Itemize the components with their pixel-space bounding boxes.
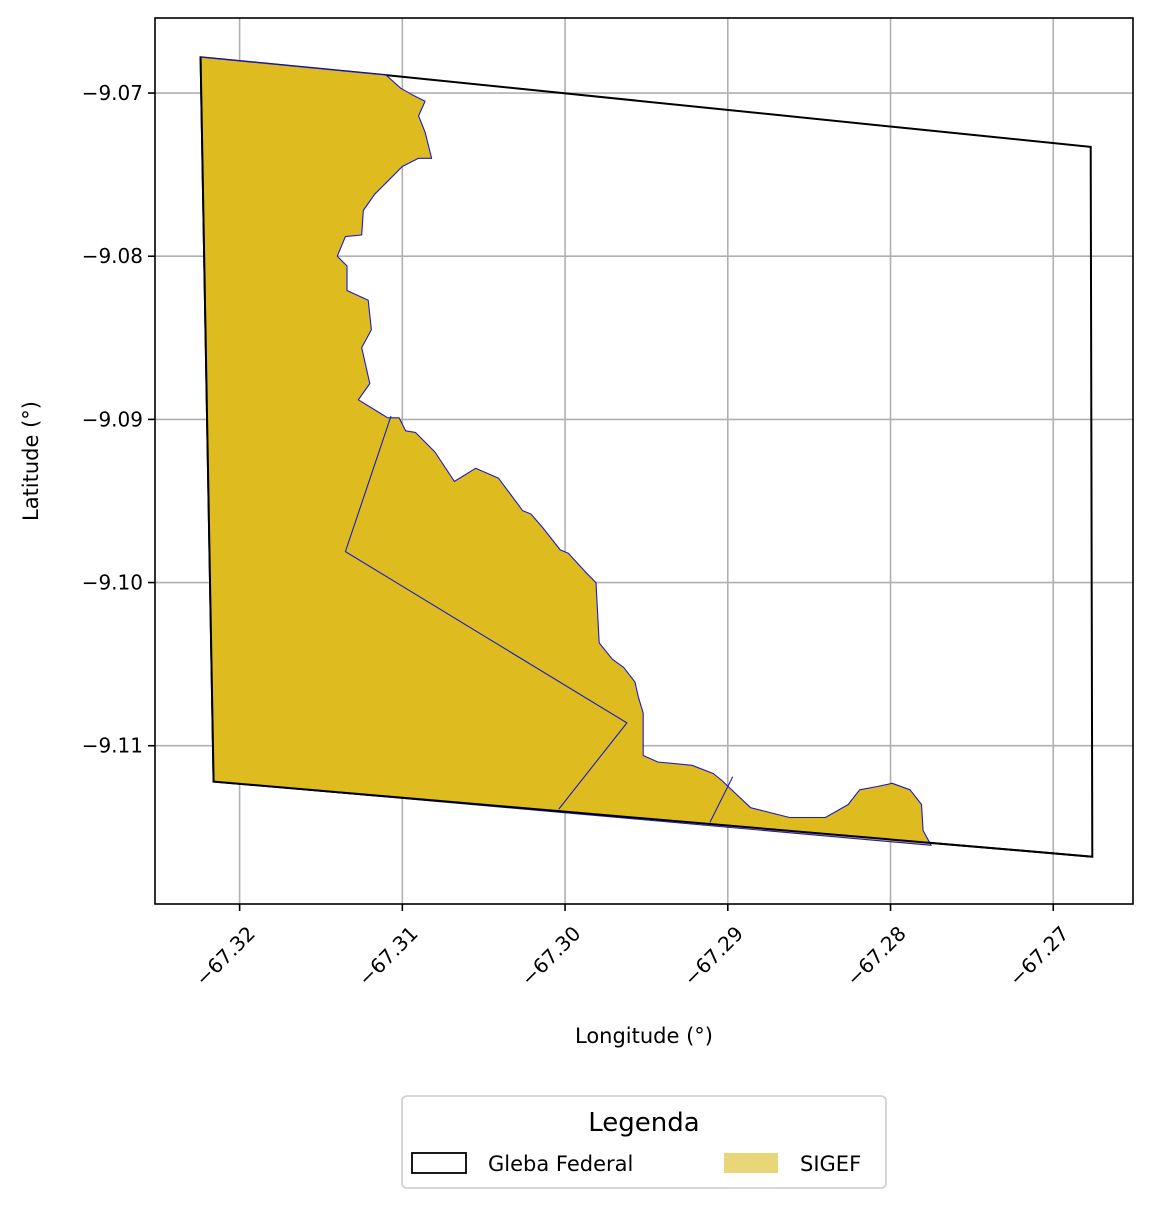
y-tick-label: −9.07 bbox=[82, 81, 143, 105]
plot-frame bbox=[154, 17, 1134, 905]
y-tick-label: −9.11 bbox=[82, 734, 143, 758]
sigef-layer bbox=[199, 56, 1093, 858]
sigef-parcel-boundary bbox=[709, 776, 734, 823]
y-axis-label: Latitude (°) bbox=[19, 401, 43, 521]
legend-swatch-sigef bbox=[724, 1153, 778, 1173]
legend: Legenda Gleba Federal SIGEF bbox=[401, 1095, 887, 1189]
y-ticks: −9.07 −9.08 −9.09 −9.10 −9.11 bbox=[82, 81, 155, 758]
gleba-federal-edge bbox=[199, 57, 1093, 858]
sigef-parcel-polygon bbox=[200, 56, 932, 846]
x-tick-label: −67.30 bbox=[516, 921, 585, 990]
y-tick-label: −9.10 bbox=[82, 571, 143, 595]
y-tick-label: −9.08 bbox=[82, 244, 143, 268]
legend-label-gleba: Gleba Federal bbox=[488, 1152, 633, 1176]
legend-label-sigef: SIGEF bbox=[800, 1152, 861, 1176]
x-tick-label: −67.28 bbox=[842, 921, 911, 990]
legend-title: Legenda bbox=[588, 1108, 699, 1138]
x-tick-label: −67.31 bbox=[353, 921, 422, 990]
x-axis-label: Longitude (°) bbox=[575, 1024, 713, 1048]
y-tick-label: −9.09 bbox=[82, 407, 143, 431]
x-tick-label: −67.27 bbox=[1004, 921, 1073, 990]
x-tick-label: −67.29 bbox=[679, 921, 748, 990]
x-ticks: −67.32 −67.31 −67.30 −67.29 −67.28 −67.27 bbox=[191, 904, 1074, 991]
x-tick-label: −67.32 bbox=[191, 921, 260, 990]
legend-swatch-gleba bbox=[411, 1152, 467, 1174]
sigef-parcel-boundary bbox=[344, 415, 628, 810]
